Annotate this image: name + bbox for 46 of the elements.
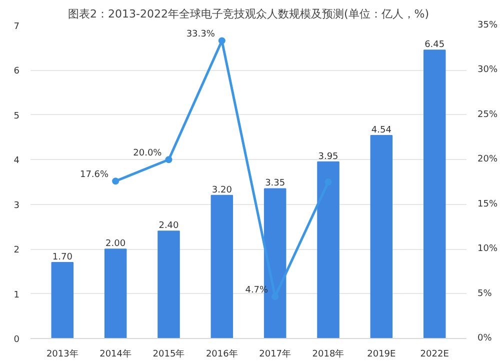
y2-tick-label: 30% (478, 65, 498, 76)
data-label: 33.3% (186, 30, 216, 40)
y2-tick-label: 20% (478, 154, 498, 165)
y2-tick-label: 15% (478, 199, 498, 210)
y-tick-label: 1 (14, 290, 20, 300)
x-tick-label: 2018年 (312, 348, 344, 360)
chart-title: 图表2：2013-2022年全球电子竞技观众人数规模及预测(单位：亿人，%) (68, 8, 430, 20)
y-tick-label: 6 (14, 66, 20, 77)
data-label: 2.00 (106, 239, 126, 250)
bar (370, 134, 393, 338)
data-label: 2.40 (158, 221, 180, 232)
point (218, 37, 226, 44)
data-label: 20.0% (133, 148, 162, 159)
x-tick-label: 2019E (367, 350, 396, 360)
y2-tick-label: 5% (478, 288, 492, 299)
bar (210, 194, 234, 338)
data-label: 3.35 (265, 178, 286, 189)
y-tick-label: 3 (14, 200, 20, 211)
x-tick-label: 2013年 (46, 348, 78, 360)
data-label: 1.70 (52, 252, 73, 262)
y2-tick-label: 25% (478, 110, 498, 120)
point (112, 178, 120, 185)
data-label: 3.95 (318, 152, 338, 162)
data-label: 4.54 (371, 125, 392, 136)
y2-tick-label: 0% (478, 334, 492, 344)
y-tick-label: 5 (14, 111, 20, 122)
bar (158, 230, 180, 338)
y2-tick-label: 35% (478, 20, 498, 30)
y-tick-label: 7 (14, 22, 20, 32)
y-tick-label: 4 (14, 156, 20, 166)
data-label: 17.6% (80, 170, 110, 180)
x-tick-label: 2015年 (152, 348, 185, 360)
data-label: 3.20 (212, 185, 232, 196)
y-tick-label: 0 (14, 335, 20, 345)
bar (317, 161, 340, 338)
bar (423, 50, 446, 338)
x-tick-label: 2022E (420, 350, 450, 360)
x-tick-label: 2014年 (100, 348, 132, 360)
y-tick-label: 2 (14, 246, 20, 256)
data-label: 6.45 (424, 40, 445, 50)
x-tick-label: 2016年 (206, 348, 238, 360)
bar (104, 248, 127, 338)
y2-tick-label: 10% (478, 244, 498, 254)
bar (51, 262, 74, 338)
x-tick-label: 2017年 (259, 348, 292, 360)
point (165, 156, 172, 164)
